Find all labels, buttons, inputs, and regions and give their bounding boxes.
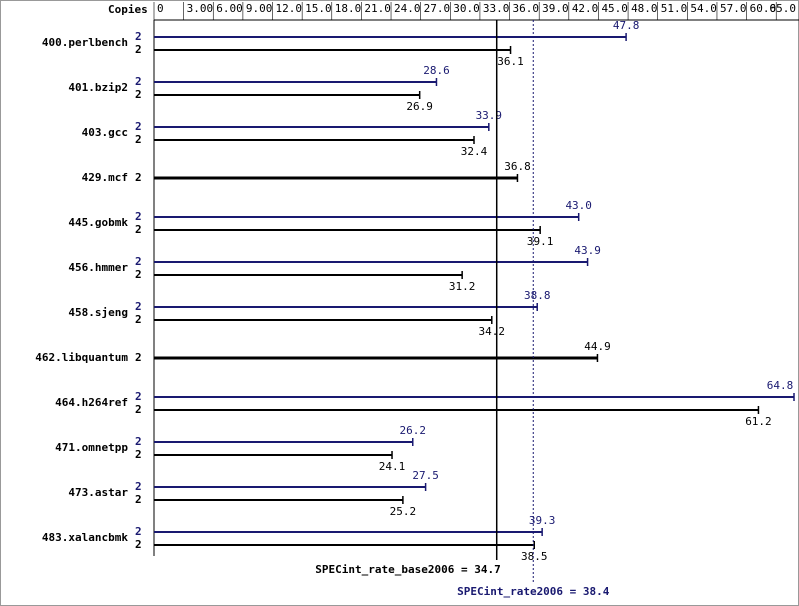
copies-label: 2	[135, 448, 142, 461]
value-label: 64.8	[767, 379, 794, 392]
copies-label: 2	[135, 268, 142, 281]
copies-label: 2	[135, 300, 142, 313]
copies-label: 2	[135, 171, 142, 184]
x-tick-label: 51.0	[661, 2, 688, 15]
value-label: 31.2	[449, 280, 476, 293]
copies-label: 2	[135, 525, 142, 538]
copies-label: 2	[135, 88, 142, 101]
x-tick-label: 57.0	[720, 2, 747, 15]
copies-label: 2	[135, 43, 142, 56]
x-tick-label: 27.0	[424, 2, 451, 15]
copies-label: 2	[135, 255, 142, 268]
category-label: 462.libquantum	[35, 351, 128, 364]
x-tick-label: 36.0	[513, 2, 540, 15]
value-label: 43.0	[565, 199, 592, 212]
category-label: 429.mcf	[82, 171, 128, 184]
x-tick-label: 24.0	[394, 2, 421, 15]
x-tick-label: 33.0	[483, 2, 510, 15]
copies-label: 2	[135, 480, 142, 493]
value-label: 27.5	[412, 469, 439, 482]
value-label: 39.3	[529, 514, 556, 527]
x-tick-label: 6.00	[216, 2, 243, 15]
value-label: 26.9	[406, 100, 433, 113]
category-label: 483.xalancbmk	[42, 531, 128, 544]
x-tick-label: 42.0	[572, 2, 599, 15]
x-axis-label: Copies	[108, 3, 148, 16]
category-label: 464.h264ref	[55, 396, 128, 409]
value-label: 33.9	[476, 109, 503, 122]
x-tick-label: 39.0	[542, 2, 569, 15]
value-label: 38.8	[524, 289, 551, 302]
copies-label: 2	[135, 390, 142, 403]
category-label: 400.perlbench	[42, 36, 128, 49]
copies-label: 2	[135, 435, 142, 448]
value-label: 44.9	[584, 340, 611, 353]
x-tick-label: 9.00	[246, 2, 273, 15]
x-tick-label: 18.0	[335, 2, 362, 15]
x-tick-label: 0	[157, 2, 164, 15]
x-tick-label: 15.0	[305, 2, 332, 15]
copies-label: 2	[135, 403, 142, 416]
copies-label: 2	[135, 133, 142, 146]
copies-label: 2	[135, 538, 142, 551]
value-label: 36.1	[497, 55, 524, 68]
value-label: 43.9	[574, 244, 601, 257]
category-label: 403.gcc	[82, 126, 128, 139]
reference-label: SPECint_rate_base2006 = 34.7	[315, 563, 500, 576]
value-label: 28.6	[423, 64, 450, 77]
x-tick-label: 65.0	[770, 2, 797, 15]
value-label: 32.4	[461, 145, 488, 158]
copies-label: 2	[135, 493, 142, 506]
value-label: 47.8	[613, 19, 640, 32]
category-label: 458.sjeng	[68, 306, 128, 319]
category-label: 471.omnetpp	[55, 441, 128, 454]
category-label: 401.bzip2	[68, 81, 128, 94]
reference-label: SPECint_rate2006 = 38.4	[457, 585, 610, 598]
category-label: 445.gobmk	[68, 216, 128, 229]
copies-label: 2	[135, 313, 142, 326]
category-label: 473.astar	[68, 486, 128, 499]
category-label: 456.hmmer	[68, 261, 128, 274]
copies-label: 2	[135, 30, 142, 43]
value-label: 25.2	[390, 505, 417, 518]
copies-label: 2	[135, 351, 142, 364]
x-tick-label: 3.00	[187, 2, 214, 15]
x-tick-label: 30.0	[453, 2, 480, 15]
copies-label: 2	[135, 223, 142, 236]
value-label: 38.5	[521, 550, 548, 563]
copies-label: 2	[135, 75, 142, 88]
x-tick-label: 60.0	[750, 2, 777, 15]
value-label: 26.2	[400, 424, 427, 437]
value-label: 24.1	[379, 460, 406, 473]
value-label: 61.2	[745, 415, 772, 428]
copies-label: 2	[135, 210, 142, 223]
copies-label: 2	[135, 120, 142, 133]
value-label: 39.1	[527, 235, 554, 248]
x-tick-label: 48.0	[631, 2, 658, 15]
x-tick-label: 54.0	[690, 2, 717, 15]
value-label: 34.2	[479, 325, 506, 338]
x-tick-label: 21.0	[364, 2, 391, 15]
value-label: 36.8	[504, 160, 531, 173]
x-tick-label: 45.0	[601, 2, 628, 15]
x-tick-label: 12.0	[276, 2, 303, 15]
